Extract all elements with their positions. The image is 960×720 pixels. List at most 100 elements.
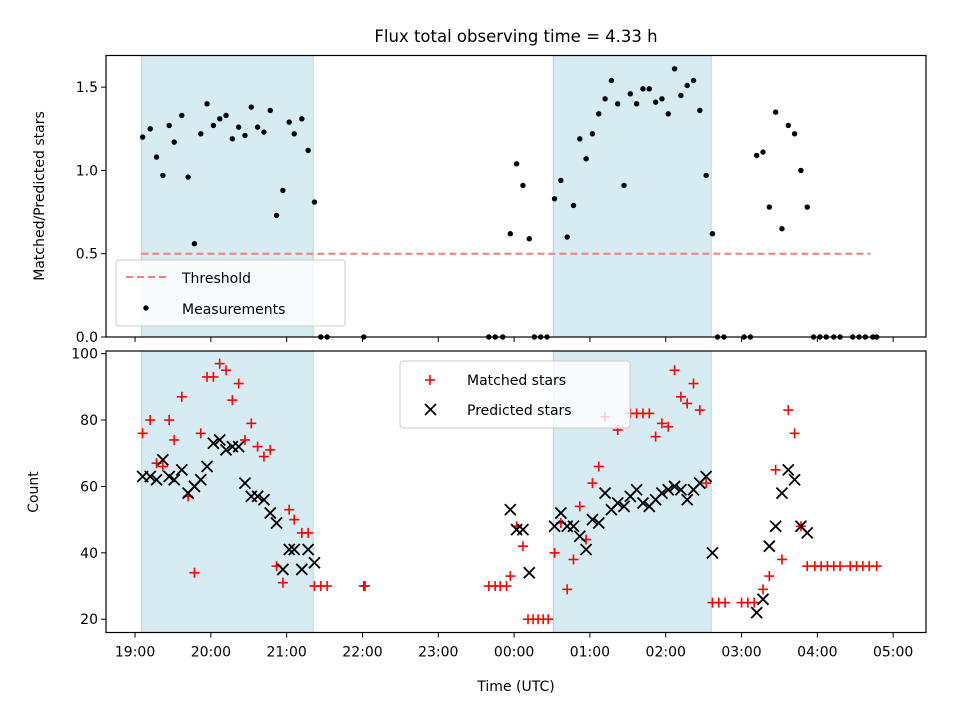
measurement-point bbox=[229, 136, 236, 142]
measurement-point bbox=[280, 187, 286, 194]
predicted-star-point bbox=[567, 520, 580, 533]
measurement-point bbox=[766, 204, 773, 210]
matched-star-point bbox=[195, 428, 206, 439]
matched-star-point bbox=[562, 584, 573, 595]
y-tick-label: 40 bbox=[80, 546, 98, 562]
predicted-star-point bbox=[756, 593, 770, 606]
predicted-star-point bbox=[554, 506, 567, 520]
measurement-point bbox=[286, 119, 292, 125]
measurement-point bbox=[299, 116, 305, 122]
x-tick-label: 22:00 bbox=[342, 645, 382, 661]
measurement-point bbox=[798, 167, 804, 174]
measurement-point bbox=[621, 182, 627, 189]
predicted-stars-points bbox=[136, 433, 814, 619]
measurement-point bbox=[652, 99, 659, 105]
measurement-point bbox=[204, 101, 210, 107]
predicted-star-point bbox=[194, 473, 207, 486]
measurement-point bbox=[526, 236, 532, 242]
measurement-point bbox=[248, 104, 255, 110]
bottom-y-axis-label: Count bbox=[26, 471, 42, 513]
predicted-star-point bbox=[617, 500, 631, 513]
measurement-point bbox=[570, 202, 577, 209]
measurement-point bbox=[577, 136, 583, 142]
predicted-star-point bbox=[573, 530, 586, 543]
predicted-star-point bbox=[308, 556, 321, 569]
measurement-point bbox=[223, 112, 229, 119]
matched-star-point bbox=[682, 398, 693, 409]
y-tick-label: 80 bbox=[80, 413, 98, 429]
matched-star-point bbox=[675, 391, 686, 402]
matched-star-point bbox=[568, 554, 579, 565]
x-tick-label: 23:00 bbox=[418, 645, 458, 661]
top-panel: 0.0 0.5 1.0 1.5 Matched/Predicted stars Thr… bbox=[32, 54, 927, 346]
matched-star-point bbox=[214, 358, 225, 369]
y-tick-label: 1.0 bbox=[76, 163, 98, 179]
matched-star-point bbox=[587, 478, 598, 489]
x-tick-label: 21:00 bbox=[266, 645, 306, 661]
matched-star-point bbox=[239, 434, 250, 445]
matched-star-point bbox=[783, 405, 794, 416]
bottom-legend-box bbox=[399, 360, 631, 429]
measurement-point bbox=[665, 111, 671, 117]
top-shaded-intervals bbox=[140, 55, 712, 338]
measurement-point bbox=[709, 231, 716, 237]
predicted-star-point bbox=[523, 566, 536, 579]
measurement-point bbox=[267, 107, 273, 114]
measurement-point bbox=[646, 86, 652, 92]
predicted-star-point bbox=[763, 540, 776, 553]
top-axes-frame bbox=[105, 54, 927, 338]
predicted-star-point bbox=[288, 543, 301, 556]
matched-star-point bbox=[656, 418, 667, 429]
chart-title: Flux total observing time = 4.33 h bbox=[374, 27, 657, 46]
bottom-axes-frame bbox=[105, 350, 927, 634]
measurement-point bbox=[779, 226, 785, 232]
predicted-star-point bbox=[655, 486, 669, 500]
matched-star-point bbox=[720, 597, 731, 608]
measurement-point bbox=[558, 177, 564, 184]
measurement-point bbox=[153, 154, 160, 160]
measurement-point bbox=[633, 101, 640, 107]
x-tick-label: 19:00 bbox=[115, 645, 155, 661]
top-legend-box bbox=[115, 259, 346, 327]
measurement-points bbox=[139, 66, 880, 340]
measurement-point bbox=[791, 131, 798, 137]
predicted-star-point bbox=[548, 520, 561, 533]
measurement-point bbox=[261, 129, 267, 135]
predicted-legend-swatch bbox=[424, 403, 437, 416]
matched-star-point bbox=[764, 571, 775, 582]
predicted-star-point bbox=[750, 606, 763, 619]
measurement-point bbox=[659, 96, 665, 102]
matched-star-point bbox=[505, 571, 516, 582]
shaded-interval bbox=[552, 55, 712, 338]
predicted-star-point bbox=[681, 493, 694, 506]
predicted-star-point bbox=[630, 483, 643, 496]
matched-legend-swatch bbox=[425, 375, 435, 385]
y-tick-label: 20 bbox=[80, 612, 98, 628]
predicted-star-point bbox=[611, 496, 624, 510]
bottom-panel: 20 40 60 80 100 19:00 20:00 21:00 22:00 23:00 00:… bbox=[26, 347, 927, 695]
measurement-point bbox=[551, 196, 558, 202]
measurements-legend-swatch bbox=[143, 305, 149, 311]
measurement-point bbox=[198, 131, 204, 137]
measurement-point bbox=[589, 131, 596, 137]
matched-star-point bbox=[227, 395, 238, 406]
matched-star-point bbox=[517, 541, 528, 552]
predicted-star-point bbox=[662, 483, 675, 496]
predicted-star-point bbox=[150, 473, 163, 486]
predicted-star-point bbox=[674, 483, 688, 496]
matched-star-point bbox=[776, 554, 787, 565]
measurement-point bbox=[608, 77, 615, 84]
matched-star-point bbox=[145, 415, 156, 426]
bottom-y-ticks: 20 40 60 80 100 bbox=[71, 347, 106, 628]
bottom-x-ticks: 19:00 20:00 21:00 22:00 23:00 00:00 01:00 02:00… bbox=[115, 632, 913, 661]
matched-star-point bbox=[258, 451, 269, 462]
matched-star-point bbox=[169, 434, 180, 445]
matched-star-point bbox=[789, 428, 800, 439]
measurement-point bbox=[191, 241, 198, 247]
measurement-point bbox=[583, 156, 589, 162]
matched-star-point bbox=[688, 378, 699, 389]
shaded-interval bbox=[140, 350, 314, 633]
predicted-star-point bbox=[283, 543, 296, 556]
matched-star-point bbox=[749, 597, 760, 608]
matched-star-point bbox=[360, 581, 371, 592]
